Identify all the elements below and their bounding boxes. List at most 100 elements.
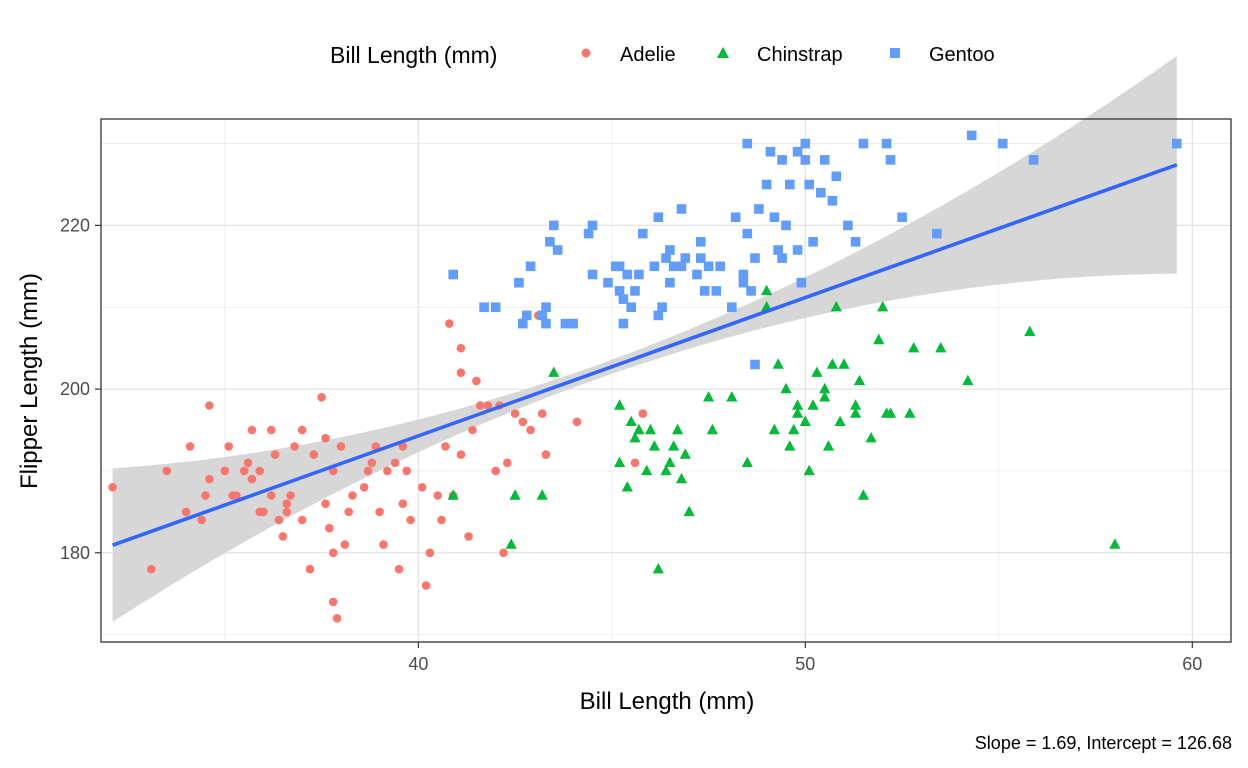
point-gentoo [568,318,578,329]
point-gentoo [777,155,787,165]
legend-label-chinstrap: Chinstrap [757,44,843,66]
point-chinstrap [625,415,637,426]
point-gentoo [541,302,551,312]
point-adelie [328,548,338,558]
point-gentoo [742,138,753,149]
point-adelie [267,425,276,435]
point-chinstrap [675,472,688,484]
point-chinstrap [509,489,521,500]
point-gentoo [676,204,687,214]
point-gentoo [932,228,942,239]
point-gentoo [630,286,640,296]
point-adelie [247,425,257,435]
point-adelie [162,466,172,476]
point-gentoo [777,253,787,263]
point-gentoo [858,138,869,149]
point-adelie [274,515,284,525]
point-gentoo [448,269,458,280]
point-chinstrap [761,284,773,296]
point-gentoo [549,220,559,231]
point-adelie [375,507,384,517]
point-chinstrap [548,366,560,377]
point-gentoo [792,245,803,255]
point-gentoo [843,220,853,231]
point-chinstrap [614,456,626,467]
point-chinstrap [853,374,866,386]
point-adelie [456,343,466,353]
point-adelie [282,507,292,517]
point-chinstrap [614,399,626,410]
point-chinstrap [706,423,718,435]
point-gentoo [614,286,625,296]
point-adelie [321,499,330,509]
point-gentoo [653,212,664,222]
point-adelie [278,532,288,541]
point-gentoo [750,359,760,370]
point-chinstrap [780,382,792,394]
caption: Slope = 1.69, Intercept = 126.68 [975,733,1232,753]
point-adelie [247,474,257,484]
point-adelie [282,499,292,509]
point-chinstrap [679,448,691,459]
y-axis: 180 200 220 [60,215,101,563]
point-gentoo [703,261,714,272]
point-gentoo [966,130,977,141]
point-adelie [398,442,408,451]
point-gentoo [699,286,710,296]
point-gentoo [541,318,551,329]
point-adelie [185,442,195,451]
point-chinstrap [772,358,784,369]
point-chinstrap [819,391,831,402]
point-adelie [425,548,435,558]
point-gentoo [715,261,725,272]
point-adelie [398,499,408,509]
point-chinstrap [641,464,653,476]
point-gentoo [754,204,764,214]
point-chinstrap [629,432,641,443]
point-chinstrap [652,563,664,574]
point-adelie [286,491,295,500]
point-gentoo [614,261,625,272]
point-chinstrap [792,399,804,410]
legend: Bill Length (mm) Adelie Chinstrap Gentoo [330,42,995,68]
point-gentoo [583,228,594,239]
point-adelie [232,491,241,500]
point-gentoo [827,196,838,206]
point-gentoo [804,179,814,190]
point-adelie [367,458,377,468]
point-chinstrap [857,489,869,500]
point-chinstrap [811,366,823,377]
point-adelie [483,401,493,410]
point-chinstrap [668,440,680,451]
point-gentoo [692,269,702,280]
point-gentoo [800,155,811,165]
point-chinstrap [962,374,974,386]
point-chinstrap [683,505,695,517]
point-chinstrap [850,407,862,418]
point-adelie [255,507,264,517]
point-gentoo [676,261,687,272]
point-adelie [379,540,388,549]
legend-label-adelie: Adelie [620,44,676,66]
point-chinstrap [908,342,920,353]
point-adelie [402,466,412,476]
point-chinstrap [644,423,657,435]
point-chinstrap [672,423,684,435]
point-gentoo [1028,155,1039,165]
point-adelie [630,458,640,468]
point-gentoo [603,277,613,288]
point-adelie [108,483,117,492]
point-gentoo [769,212,780,222]
point-gentoo [560,318,571,329]
point-gentoo [765,146,776,157]
point-adelie [456,450,466,459]
point-gentoo [479,302,489,312]
point-chinstrap [807,399,819,410]
point-adelie [205,401,214,410]
point-adelie [181,507,191,517]
point-gentoo [622,269,633,280]
point-adelie [348,491,357,500]
point-adelie [518,417,528,427]
point-chinstrap [788,423,800,435]
point-chinstrap [865,432,877,443]
